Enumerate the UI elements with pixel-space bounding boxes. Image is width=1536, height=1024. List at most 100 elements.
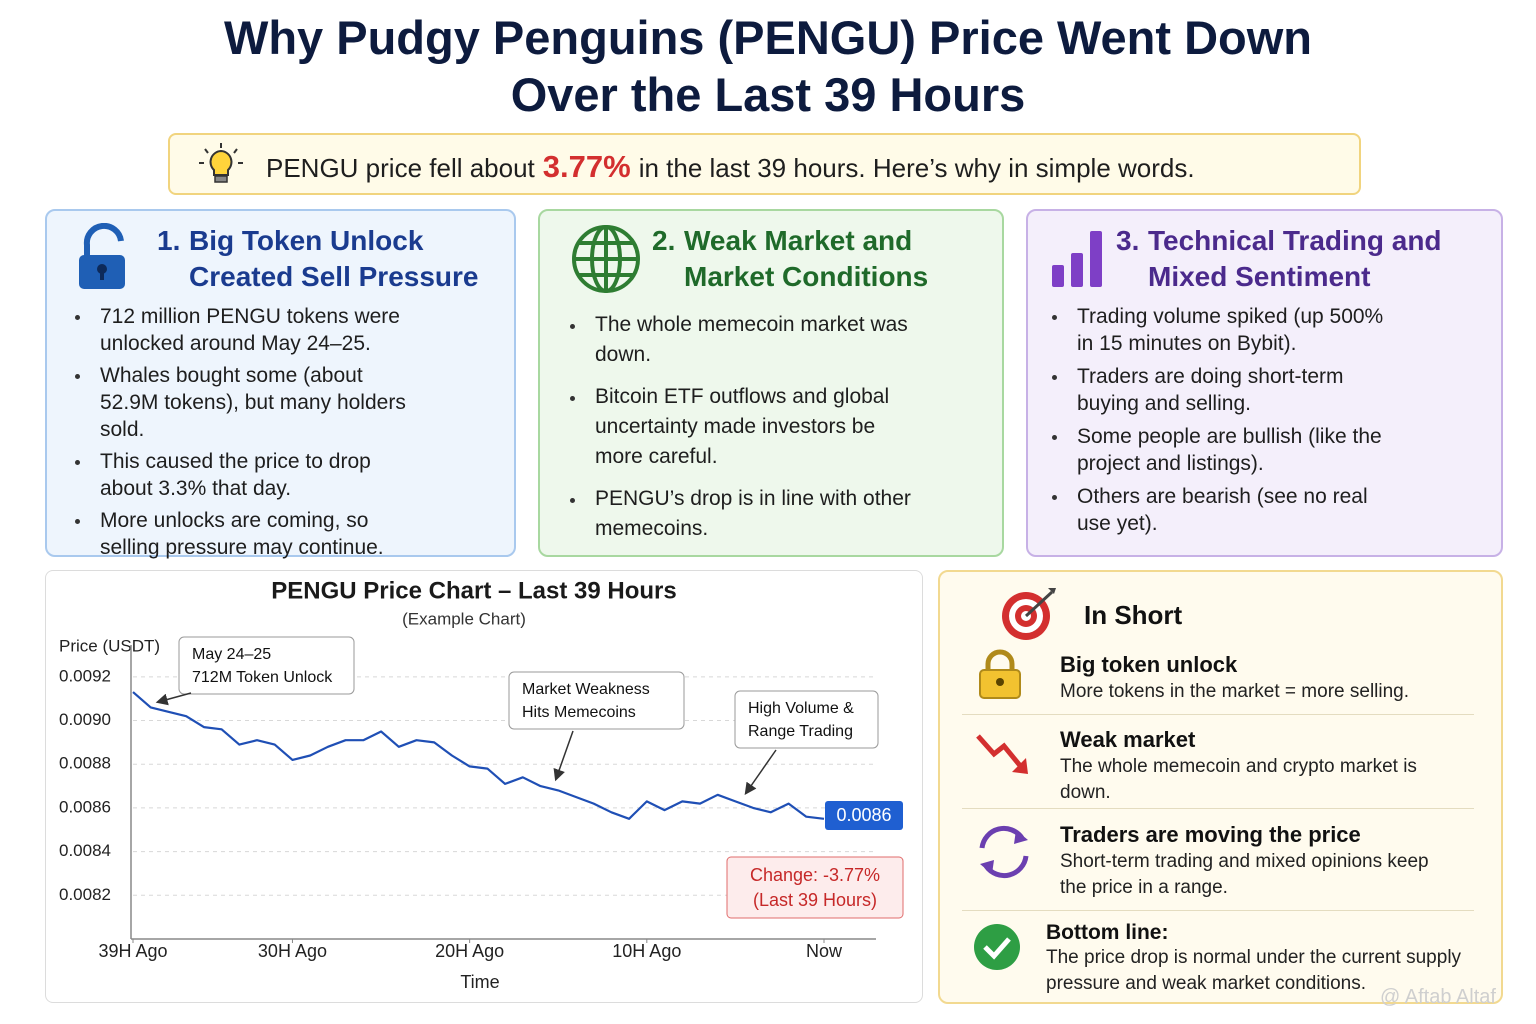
x-tick-label: 20H Ago [435, 941, 504, 961]
bullet: Traders are doing short-term buying and … [1052, 363, 1402, 417]
check-icon [974, 924, 1020, 970]
bullet-list: The whole memecoin market was down. Bitco… [570, 310, 920, 544]
banner: PENGU price fell about 3.77% in the last 3… [168, 133, 1361, 195]
y-tick-label: 0.0088 [59, 754, 111, 773]
bullet: Bitcoin ETF outflows and global uncertai… [570, 382, 920, 472]
card-title-line: Mixed Sentiment [1148, 261, 1371, 292]
annotation-arrow [744, 749, 777, 795]
bullet-text: Bitcoin ETF outflows and global uncertai… [595, 385, 890, 468]
bullet-list: Trading volume spiked (up 500% in 15 min… [1052, 303, 1402, 537]
item-title: Weak market [1060, 727, 1196, 752]
banner-highlight: 3.77% [542, 149, 631, 184]
card-title-line: Weak Market and [684, 225, 913, 256]
bullet-dot [1052, 315, 1057, 320]
y-tick-label: 0.0084 [59, 841, 111, 860]
item-title: Traders are moving the price [1060, 822, 1361, 847]
annotation-text: Hits Memecoins [522, 704, 636, 721]
annotation-text: High Volume & [748, 700, 854, 717]
lock-icon [79, 223, 125, 289]
bullet-dot [570, 324, 575, 329]
annotation-text: May 24–25 [192, 646, 271, 663]
item-text: More tokens in the market = more selling… [1060, 681, 1410, 702]
price-tag [825, 801, 903, 830]
bottom-text: The price drop is normal under the curre… [1046, 947, 1462, 994]
card-title-line: Technical Trading and [1148, 225, 1442, 256]
annotation-box [178, 636, 355, 695]
y-tick-label: 0.0086 [59, 797, 111, 816]
bullet-text: Trading volume spiked (up 500% in 15 min… [1077, 305, 1384, 355]
globe-icon [572, 225, 640, 293]
change-text: (Last 39 Hours) [753, 890, 877, 910]
title: Over the Last 39 Hours [510, 68, 1026, 121]
bullet-dot [1052, 495, 1057, 500]
bullet-dot [75, 460, 80, 465]
bottom-title: Bottom line: [1046, 921, 1169, 944]
separator [962, 714, 1474, 715]
bullet-text: This caused the price to drop about 3.3%… [100, 450, 371, 500]
card-number: 2. [652, 225, 676, 256]
bullet: Others are bearish (see no real use yet)… [1052, 483, 1402, 537]
bullet-text: Others are bearish (see no real use yet)… [1077, 485, 1368, 535]
separator [962, 910, 1474, 911]
card: 1. Big Token Unlock Created Sell Pressure 7… [45, 209, 516, 559]
bullet: Some people are bullish (like the projec… [1052, 423, 1402, 477]
card-title-line: Big Token Unlock [189, 225, 424, 256]
price-line [132, 691, 825, 820]
item-title: Big token unlock [1060, 652, 1238, 677]
watermark: @ Aftab Altaf [1380, 986, 1496, 1008]
bullet-text: More unlocks are coming, so selling pres… [100, 509, 384, 559]
card-title: Technical Trading and Mixed Sentiment [1148, 223, 1442, 295]
bullet-dot [75, 315, 80, 320]
card-number: 3. [1116, 225, 1140, 256]
bullet-dot [570, 498, 575, 503]
card: 3. Technical Trading and Mixed Sentiment Tr… [1026, 209, 1503, 557]
card-title-line: Created Sell Pressure [189, 261, 479, 292]
bullet-text: Whales bought some (about 52.9M tokens),… [100, 364, 406, 441]
chart-panel: PENGU Price Chart – Last 39 Hours (Examp… [45, 570, 923, 1003]
chart-title: PENGU Price Chart – Last 39 Hours [271, 577, 676, 604]
banner-before: PENGU price fell about [266, 153, 535, 183]
bullet-dot [1052, 375, 1057, 380]
bullet-text: Traders are doing short-term buying and … [1077, 365, 1344, 415]
bullet-list: 712 million PENGU tokens were unlocked a… [75, 303, 420, 561]
x-tick-label: 10H Ago [612, 941, 681, 961]
bulb-icon [199, 143, 243, 183]
card: 2. Weak Market and Market Conditions The wh… [538, 209, 1004, 557]
bullet-dot [570, 396, 575, 401]
y-tick-label: 0.0082 [59, 885, 111, 904]
annotation-text: Market Weakness [522, 681, 650, 698]
bullet: More unlocks are coming, so selling pres… [75, 507, 420, 561]
chart: PENGU Price Chart – Last 39 Hours (Examp… [59, 577, 904, 992]
bullet-text: 712 million PENGU tokens were unlocked a… [100, 305, 400, 355]
card-title-line: Market Conditions [684, 261, 929, 292]
banner-text: PENGU price fell about 3.77% in the last 3… [266, 149, 1195, 185]
card-title: Weak Market and Market Conditions [684, 223, 928, 295]
down-arrow-icon [976, 734, 1028, 774]
in-short-title: In Short [1084, 600, 1183, 630]
bullet-dot [75, 519, 80, 524]
bullet-text: Some people are bullish (like the projec… [1077, 425, 1382, 475]
x-tick-label: Now [806, 941, 843, 961]
bullet-dot [75, 374, 80, 379]
bullet: Trading volume spiked (up 500% in 15 min… [1052, 303, 1402, 357]
target-icon [1002, 588, 1056, 640]
chart-subtitle: (Example Chart) [402, 609, 526, 628]
annotation-arrow [553, 730, 574, 782]
y-tick-label: 0.0090 [59, 710, 111, 729]
banner-after: in the last 39 hours. Here’s why in simp… [638, 153, 1195, 183]
cycle-icon [979, 826, 1029, 878]
annotation-box [508, 671, 685, 730]
lock-icon [979, 649, 1021, 699]
item-text: The whole memecoin and crypto market is … [1060, 756, 1417, 803]
bullet-text: The whole memecoin market was down. [595, 313, 908, 366]
bullet: 712 million PENGU tokens were unlocked a… [75, 303, 420, 357]
change-text: Change: -3.77% [750, 865, 880, 885]
in-short: In Short Big token unlock More tokens in … [938, 570, 1503, 1004]
annotation-box [734, 690, 879, 749]
bullet: This caused the price to drop about 3.3%… [75, 448, 420, 502]
y-tick-label: 0.0092 [59, 666, 111, 685]
separator [962, 808, 1474, 809]
price-tag-text: 0.0086 [836, 805, 891, 825]
card-number: 1. [157, 225, 181, 256]
